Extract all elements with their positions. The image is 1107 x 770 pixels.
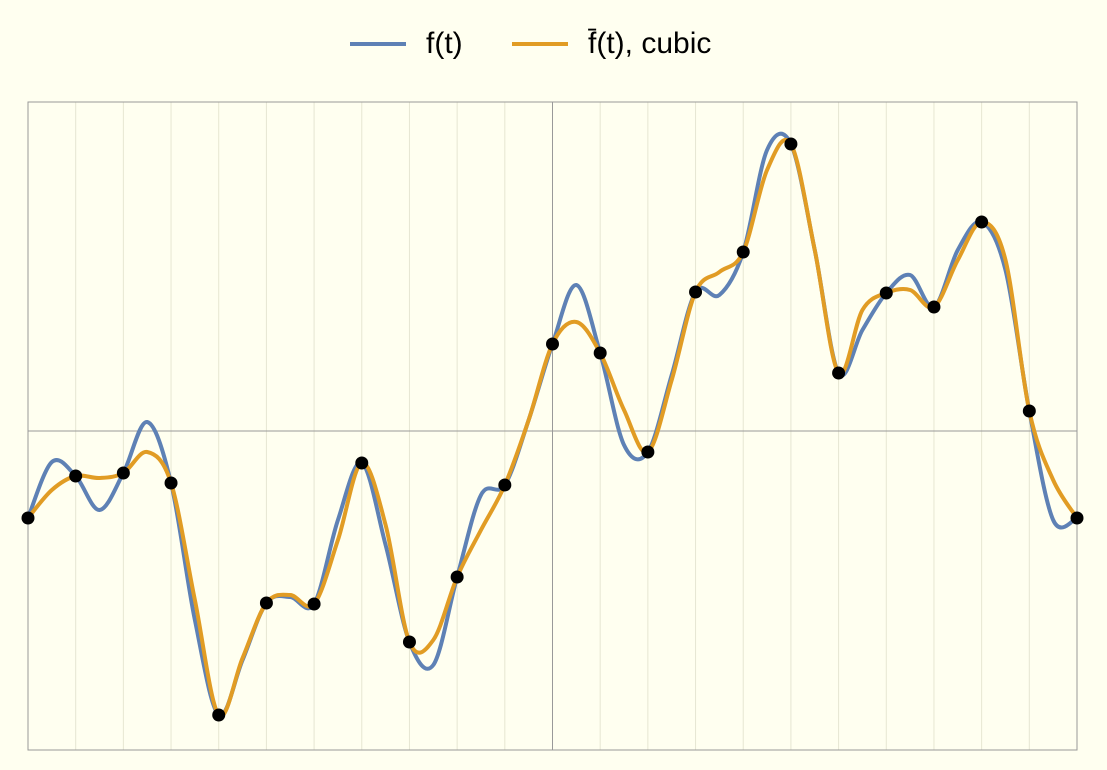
sample-point <box>689 285 703 299</box>
sample-point <box>21 511 35 525</box>
legend-label: f(t) <box>426 27 463 60</box>
sample-point <box>307 597 321 611</box>
sample-point <box>116 466 130 480</box>
sample-point <box>402 635 416 649</box>
sample-point <box>498 478 512 492</box>
sample-point <box>69 469 83 483</box>
sample-point <box>832 366 846 380</box>
sample-point <box>259 596 273 610</box>
sample-point <box>1022 404 1036 418</box>
sample-point <box>593 346 607 360</box>
sample-point <box>212 708 226 722</box>
sample-point <box>784 137 798 151</box>
sample-point <box>1070 511 1084 525</box>
sample-point <box>546 337 559 351</box>
sample-point <box>927 300 941 314</box>
sample-point <box>736 245 750 259</box>
sample-point <box>450 570 464 584</box>
legend-label: f̄(t), cubic <box>587 27 711 60</box>
sample-point <box>975 215 989 229</box>
sample-point <box>164 476 178 490</box>
sample-point <box>641 445 655 459</box>
plot-frame <box>27 101 1078 751</box>
sample-point <box>355 456 369 470</box>
sample-point <box>879 286 893 300</box>
